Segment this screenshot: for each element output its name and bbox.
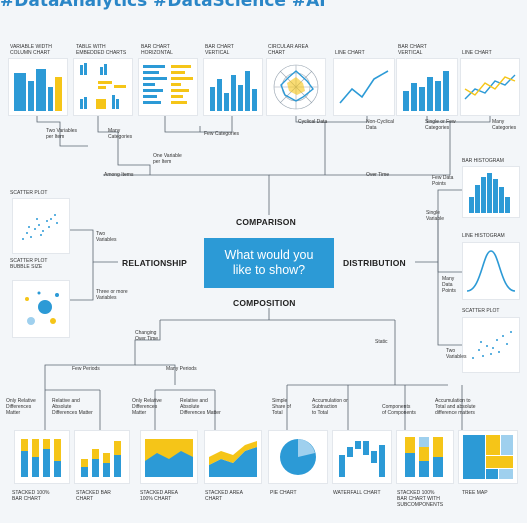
note-few-periods: Few Periods	[72, 366, 100, 372]
thumb-pie-chart	[268, 430, 328, 484]
note-rel-abs-1: Relative and Absolute Differences Matter	[52, 398, 93, 416]
chart-label-circular-area: CIRCULAR AREA CHART	[268, 44, 309, 56]
note-components: Components of Components	[382, 404, 416, 416]
thumb-stacked-100-sub	[396, 430, 454, 484]
chart-label-bar-horizontal: BAR CHART HORIZONTAL	[141, 44, 173, 56]
note-rel-two-vars: Two Variables	[96, 231, 117, 243]
note-many-categories: Many Categories	[108, 128, 133, 140]
note-many-periods: Many Periods	[166, 366, 197, 372]
chart-label-bar-vertical-2: BAR CHART VERTICAL	[398, 44, 427, 56]
note-simple-share: Simple Share of Total	[272, 398, 291, 416]
note-rel-only-1: Only Relative Differences Matter	[6, 398, 36, 416]
note-static: Static	[375, 339, 388, 345]
note-over-time: Over Time	[366, 172, 390, 178]
thumb-table-embedded	[73, 58, 133, 116]
thumb-stacked-bar	[74, 430, 130, 484]
label-scatter-bubble: SCATTER PLOT BUBBLE SIZE	[10, 258, 48, 270]
thumb-bar-histogram	[462, 166, 520, 218]
label-pie-chart: PIE CHART	[270, 490, 297, 496]
thumb-waterfall	[332, 430, 392, 484]
note-noncyclical: Non-Cyclical Data	[366, 119, 395, 131]
label-stacked-100-sub: STACKED 100% BAR CHART WITH SUBCOMPONENT…	[397, 490, 444, 508]
thumb-line-chart	[333, 58, 395, 116]
thumb-bubble-plot	[12, 280, 70, 338]
thumb-circular-area	[266, 58, 326, 116]
label-waterfall: WATERFALL CHART	[333, 490, 381, 496]
note-two-variables: Two Variables per Item	[46, 128, 78, 140]
label-tree-map: TREE MAP	[462, 490, 488, 496]
section-relationship: RELATIONSHIP	[122, 258, 188, 268]
section-comparison: COMPARISON	[236, 217, 296, 227]
note-accumulation: Accumulation or Subtraction to Total	[312, 398, 348, 416]
note-rel-abs-2: Relative and Absolute Differences Matter	[180, 398, 221, 416]
thumb-stacked-100-bar	[14, 430, 70, 484]
label-scatter-plot: SCATTER PLOT	[10, 190, 48, 196]
chart-label-variable-width: VARIABLE WIDTH COLUMN CHART	[10, 44, 52, 56]
note-rel-only-2: Only Relative Differences Matter	[132, 398, 162, 416]
label-dist-scatter: SCATTER PLOT	[462, 308, 500, 314]
note-single-variable: Single Variable	[426, 210, 444, 222]
chart-label-bar-vertical: BAR CHART VERTICAL	[205, 44, 234, 56]
note-one-variable: One Variable per Item	[153, 153, 182, 165]
chart-label-line-2: LINE CHART	[462, 50, 492, 56]
note-changing-over-time: Changing Over Time	[135, 330, 159, 342]
section-composition: COMPOSITION	[233, 298, 296, 308]
note-many-categories-r: Many Categories	[492, 119, 517, 131]
label-stacked-100-bar: STACKED 100% BAR CHART	[12, 490, 50, 502]
note-dist-two-vars: Two Variables	[446, 348, 467, 360]
label-bar-histogram: BAR HISTOGRAM	[462, 158, 504, 164]
thumb-dist-scatter	[462, 317, 520, 373]
thumb-bar-horizontal	[138, 58, 198, 116]
thumb-variable-width-column	[8, 58, 68, 116]
chart-label-line: LINE CHART	[335, 50, 365, 56]
thumb-stacked-area-100	[140, 430, 198, 484]
thumb-bar-vertical-2	[396, 58, 458, 116]
thumb-tree-map	[458, 430, 518, 484]
note-few-categories: Few Categories	[204, 131, 240, 137]
note-single-few: Single or Few Categories	[425, 119, 456, 131]
note-rel-three-vars: Three or more Variables	[96, 289, 128, 301]
label-stacked-area: STACKED AREA CHART	[205, 490, 243, 502]
note-few-data-points: Few Data Points	[432, 175, 454, 187]
label-stacked-area-100: STACKED AREA 100% CHART	[140, 490, 178, 502]
thumb-bar-vertical	[203, 58, 263, 116]
thumb-line-chart-2	[460, 58, 520, 116]
label-line-histogram: LINE HISTOGRAM	[462, 233, 505, 239]
note-among-items: Among Items	[104, 172, 134, 178]
thumb-scatter-plot	[12, 198, 70, 254]
note-many-data-points: Many Data Points	[442, 276, 456, 294]
section-distribution: DISTRIBUTION	[343, 258, 406, 268]
note-accumulation-total: Accumulation to Total and absolute diffe…	[435, 398, 476, 416]
note-cyclical: Cyclical Data	[298, 119, 328, 125]
thumb-stacked-area	[204, 430, 262, 484]
chart-label-table-embedded: TABLE WITH EMBEDDED CHARTS	[76, 44, 127, 56]
header-hashtags: #DataAnalytics #DataScience #AI	[0, 0, 326, 11]
label-stacked-bar: STACKED BAR CHART	[76, 490, 111, 502]
thumb-line-histogram	[462, 242, 520, 300]
center-question-box: What would you like to show?	[204, 238, 334, 288]
